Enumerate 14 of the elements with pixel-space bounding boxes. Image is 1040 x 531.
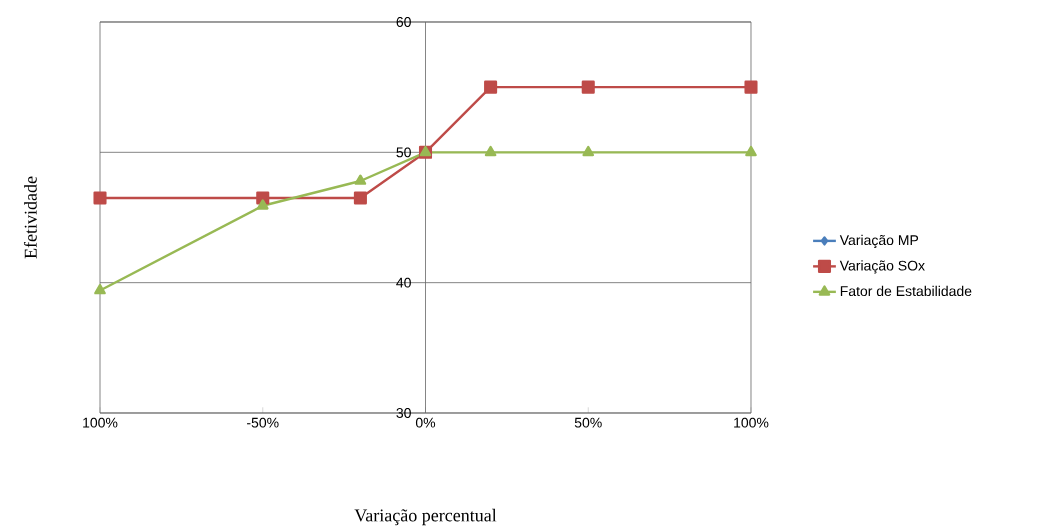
legend-label: Fator de Estabilidade	[840, 285, 972, 297]
x-tick-label: 100%	[83, 417, 118, 428]
y-tick-label: 50	[396, 147, 411, 158]
x-tick-label: 100%	[734, 417, 769, 428]
x-tick-label: 50%	[574, 417, 602, 428]
y-tick-label: 60	[396, 17, 411, 27]
y-tick-label: 40	[396, 277, 411, 288]
x-tick-label: 0%	[415, 417, 436, 428]
legend-label: Variação MP	[839, 234, 919, 248]
x-axis-title: Variação percentual	[354, 508, 497, 526]
x-tick-label: -50%	[247, 417, 279, 428]
y-axis-title: Efetividade	[23, 176, 37, 259]
y-tick-label: 30	[396, 408, 411, 418]
legend-label: Variação SOx	[839, 260, 925, 274]
